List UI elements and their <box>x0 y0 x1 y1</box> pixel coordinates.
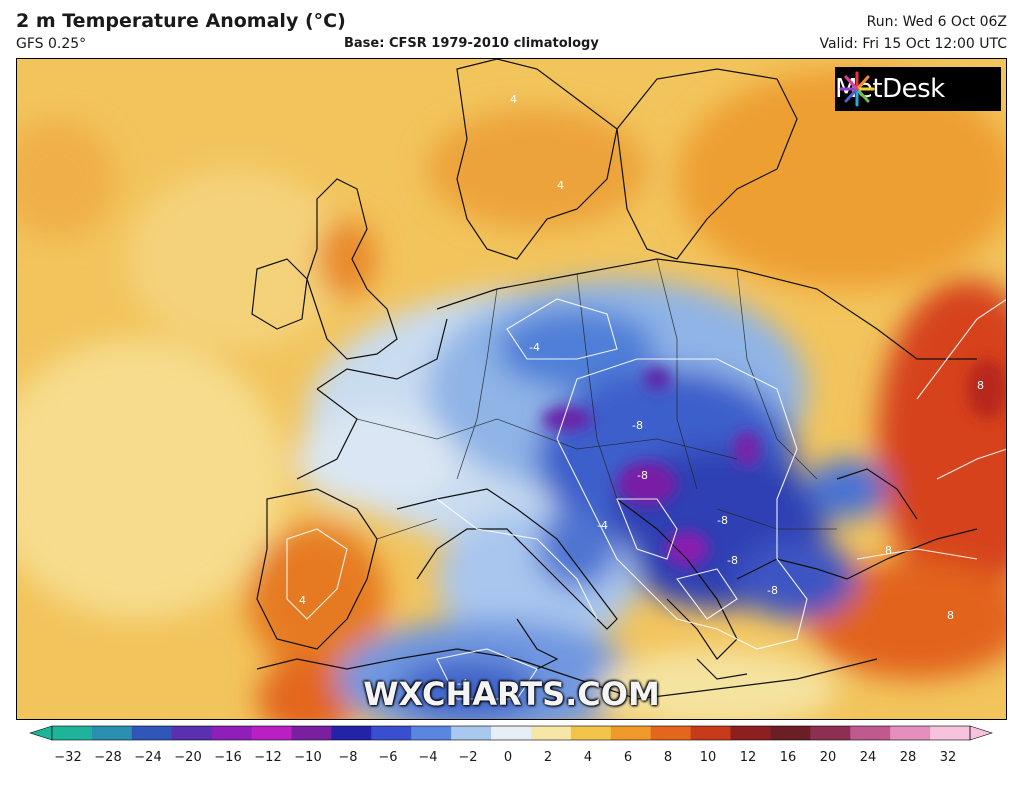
colorbar-tick-label: −8 <box>338 750 358 765</box>
contour-label: -8 <box>637 469 648 482</box>
colorbar-swatch <box>610 726 652 740</box>
contour-label: 4 <box>557 179 564 192</box>
colorbar-swatch <box>730 726 771 740</box>
contour-label: -4 <box>457 677 468 690</box>
contour-label: 4 <box>299 594 306 607</box>
colorbar-max-arrow <box>969 725 993 741</box>
contour-label: -8 <box>727 554 738 567</box>
chart-header: 2 m Temperature Anomaly (°C) GFS 0.25° B… <box>0 0 1024 58</box>
valid-time-label: Valid: Fri 15 Oct 12:00 UTC <box>819 36 1007 52</box>
climatology-base-label: Base: CFSR 1979-2010 climatology <box>344 36 599 51</box>
colorbar-swatch <box>251 726 292 740</box>
contour-lines <box>286 298 1006 700</box>
colorbar-swatch <box>810 726 851 740</box>
colorbar-frame <box>51 725 971 741</box>
colorbar-swatch <box>91 726 133 740</box>
coastlines <box>251 59 978 700</box>
colorbar-swatch <box>211 726 253 740</box>
colorbar-min-arrow <box>29 725 53 741</box>
colorbar-tick-label: 2 <box>543 750 553 765</box>
colorbar-tick-label: −20 <box>174 750 202 765</box>
colorbar-swatch <box>291 726 332 740</box>
colorbar-tick-label: 28 <box>899 750 917 765</box>
colorbar-swatch <box>770 726 811 740</box>
colorbar-tick-label: −6 <box>378 750 398 765</box>
colorbar-tick-label: 24 <box>859 750 877 765</box>
contour-label: -4 <box>597 519 608 532</box>
colorbar-tick-label: 12 <box>739 750 757 765</box>
map-canvas: 4 4 -4 -4 -8 -8 -8 -8 -8 8 8 8 -4 4 <box>17 59 1006 719</box>
colorbar-swatch <box>371 726 412 740</box>
contour-label: 8 <box>885 544 892 557</box>
metdesk-burst-icon <box>839 71 875 107</box>
colorbar-tick-label: 8 <box>663 750 673 765</box>
colorbar-tick-label: 32 <box>939 750 957 765</box>
colorbar-swatch <box>850 726 891 740</box>
colorbar-swatch <box>451 726 492 740</box>
colorbar-tick-label: −10 <box>294 750 322 765</box>
colorbar-tick-label: 10 <box>699 750 717 765</box>
metdesk-logo: MetDesk <box>835 67 1001 111</box>
colorbar-scale <box>29 725 993 741</box>
colorbar-swatch <box>930 726 971 740</box>
run-label: Run: Wed 6 Oct 06Z <box>866 14 1007 30</box>
colorbar-tick-label: −32 <box>54 750 82 765</box>
contour-label: -8 <box>767 584 778 597</box>
colorbar-tick-label: 6 <box>623 750 633 765</box>
anomaly-cores <box>542 359 1006 567</box>
colorbar-swatch <box>411 726 452 740</box>
contour-label: 8 <box>977 379 984 392</box>
colorbar-tick-label: 20 <box>819 750 837 765</box>
colorbar-swatch <box>530 726 572 740</box>
chart-title: 2 m Temperature Anomaly (°C) <box>16 10 346 32</box>
contour-label: -8 <box>632 419 643 432</box>
anomaly-map: 4 4 -4 -4 -8 -8 -8 -8 -8 8 8 8 -4 4 <box>16 58 1007 720</box>
colorbar-tick-label: −2 <box>458 750 478 765</box>
colorbar-swatch <box>650 726 692 740</box>
colorbar-tick-label: 0 <box>503 750 513 765</box>
colorbar-tick-label: 16 <box>779 750 797 765</box>
contour-label: -8 <box>717 514 728 527</box>
model-label: GFS 0.25° <box>16 36 87 52</box>
colorbar-swatch <box>331 726 372 740</box>
colorbar-swatch <box>890 726 931 740</box>
colorbar-tick-label: −24 <box>134 750 162 765</box>
colorbar-swatch <box>171 726 213 740</box>
wxcharts-watermark: WXCHARTS.COM <box>363 675 660 713</box>
colorbar-swatch <box>131 726 173 740</box>
colorbar-tick-label: −4 <box>418 750 438 765</box>
colorbar-swatch <box>570 726 612 740</box>
colorbar-tick-label: −16 <box>214 750 242 765</box>
colorbar-swatch <box>690 726 732 740</box>
contour-label: -4 <box>529 341 540 354</box>
colorbar-swatch <box>52 726 93 740</box>
contour-label: 8 <box>947 609 954 622</box>
colorbar: −32 −28 −24 −20 −16 −12 −10 −8 −6 −4 −2 0 2 4 6 8 10 12 16… <box>0 722 1024 785</box>
colorbar-tick-label: 4 <box>583 750 593 765</box>
contour-label-group: 4 4 -4 -4 -8 -8 -8 -8 -8 8 8 8 -4 4 <box>299 93 984 690</box>
contour-label: 4 <box>510 93 517 106</box>
colorbar-tick-label: −28 <box>94 750 122 765</box>
colorbar-tick-label: −12 <box>254 750 282 765</box>
country-borders <box>356 258 837 540</box>
colorbar-swatch <box>491 726 532 740</box>
